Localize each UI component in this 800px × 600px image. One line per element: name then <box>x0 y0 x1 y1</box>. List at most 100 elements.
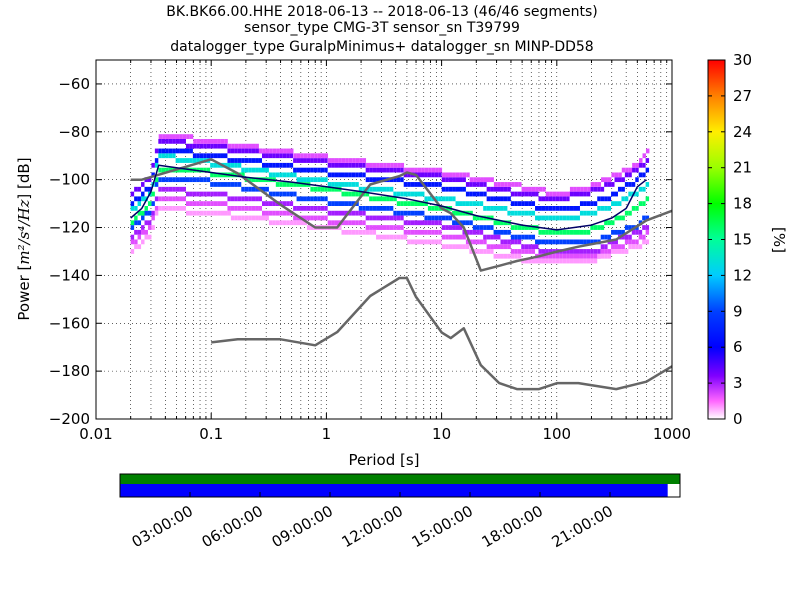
density-cell <box>279 148 284 154</box>
density-cell <box>317 196 321 202</box>
density-cell <box>611 172 615 178</box>
density-cell <box>161 177 166 183</box>
density-cell <box>420 191 425 197</box>
density-cell <box>355 210 359 216</box>
density-cell <box>586 229 591 235</box>
density-cell <box>462 186 466 192</box>
density-cell <box>158 186 162 192</box>
density-cell <box>576 191 580 197</box>
density-cell <box>448 244 453 250</box>
density-cell <box>617 229 622 235</box>
density-cell <box>480 177 484 183</box>
density-cell <box>203 201 207 206</box>
density-cell <box>344 201 349 206</box>
density-cell <box>476 191 480 197</box>
density-cell <box>144 210 148 216</box>
density-cell <box>396 177 401 183</box>
density-cell <box>303 177 307 183</box>
density-cell <box>420 210 425 216</box>
density-cell <box>607 253 612 259</box>
density-cell <box>296 215 301 221</box>
density-cell <box>234 162 238 168</box>
density-cell <box>455 210 459 216</box>
density-cell <box>130 205 135 211</box>
density-cell <box>134 215 138 221</box>
density-cell <box>452 186 456 192</box>
density-cell <box>483 239 487 245</box>
density-cell <box>199 143 204 149</box>
density-cell <box>286 182 290 187</box>
density-cell <box>638 229 643 235</box>
density-cell <box>573 191 577 197</box>
density-cell <box>442 172 446 178</box>
density-cell <box>168 148 173 154</box>
density-cell <box>593 249 598 254</box>
density-cell <box>524 225 529 230</box>
density-cell <box>320 186 325 192</box>
density-cell <box>448 234 453 240</box>
density-cell <box>251 158 256 163</box>
density-cell <box>611 201 615 206</box>
density-cell <box>358 172 363 178</box>
density-cell <box>476 239 480 245</box>
density-cell <box>458 225 463 230</box>
density-cell <box>386 162 391 168</box>
density-cell <box>379 177 383 183</box>
density-cell <box>289 162 294 168</box>
timeline-label: 06:00:00 <box>199 502 266 551</box>
density-cell <box>569 191 574 197</box>
density-cell <box>393 215 397 221</box>
density-cell <box>469 249 473 254</box>
density-cell <box>604 253 608 259</box>
timeline-gap-bar <box>120 474 680 484</box>
density-cell <box>611 244 615 250</box>
density-cell <box>621 249 625 254</box>
density-cell <box>151 225 155 230</box>
density-cell <box>286 148 291 154</box>
density-cell <box>459 172 463 178</box>
density-cell <box>548 253 553 259</box>
density-cell <box>524 258 529 264</box>
density-cell <box>517 201 522 206</box>
density-cell <box>483 182 487 187</box>
density-cell <box>417 167 422 173</box>
density-cell <box>275 191 280 197</box>
density-cell <box>379 167 383 173</box>
timeline-label: 15:00:00 <box>409 502 476 551</box>
density-cell <box>172 196 176 202</box>
density-cell <box>479 191 484 197</box>
density-cell <box>541 258 546 264</box>
density-cell <box>324 177 328 183</box>
density-cell <box>265 167 269 173</box>
density-cell <box>562 253 567 259</box>
density-cell <box>179 177 183 183</box>
density-cell <box>452 234 456 240</box>
density-cell <box>510 201 515 206</box>
density-cell <box>265 162 269 168</box>
density-cell <box>199 191 204 197</box>
density-cell <box>504 182 508 187</box>
density-cell <box>600 186 605 192</box>
density-cell <box>314 153 318 159</box>
density-cell <box>207 138 211 144</box>
density-cell <box>631 229 636 235</box>
density-cell <box>293 172 297 178</box>
density-cell <box>614 249 618 254</box>
density-cell <box>441 186 446 192</box>
density-cell <box>490 186 494 192</box>
density-cell <box>479 229 484 235</box>
density-cell <box>490 244 494 250</box>
density-cell <box>372 167 377 173</box>
density-cell <box>448 196 453 202</box>
density-cell <box>441 225 446 230</box>
density-cell <box>341 182 345 187</box>
density-cell <box>438 229 442 235</box>
density-cell <box>313 215 318 221</box>
density-cell <box>400 167 404 173</box>
density-cell <box>624 172 629 178</box>
density-cell <box>168 196 173 202</box>
density-cell <box>255 215 259 221</box>
density-cell <box>210 191 214 197</box>
density-cell <box>566 196 570 202</box>
density-cell <box>642 215 646 221</box>
